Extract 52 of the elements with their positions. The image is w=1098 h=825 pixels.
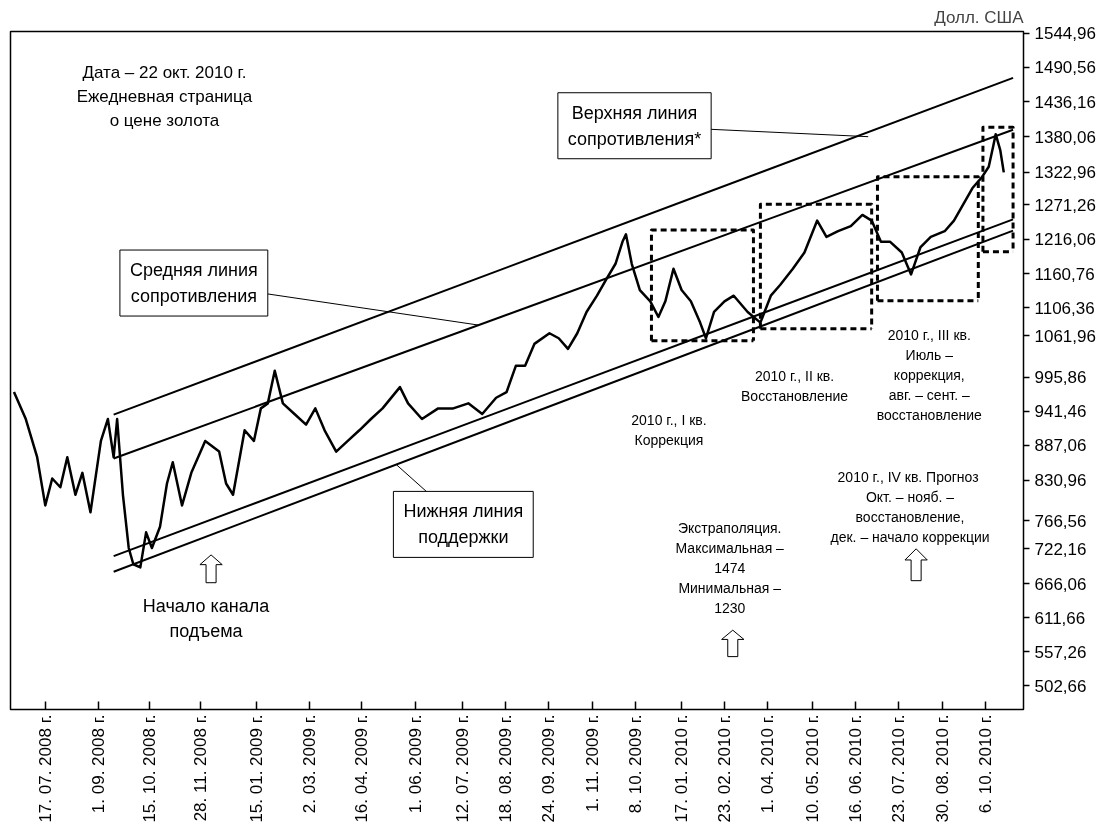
x-tick-label: 12. 07. 2009 г. [453,714,473,823]
annotation: 2010 г., III кв. Июль – коррекция, авг. – сент. – восстановление [876,327,983,424]
x-tick-label: 15. 10. 2008 г. [140,714,160,823]
annotation: Верхняя линия сопротивления* [567,102,702,149]
y-tick-label: 766,56 [1034,511,1087,531]
x-tick-label: 18. 08. 2009 г. [495,714,515,823]
y-tick-label: 1490,56 [1034,58,1096,78]
annotation: Нижняя линия поддержки [403,501,524,548]
annotation: 2010 г., II кв. Восстановление [741,368,849,405]
x-tick-label: 16. 06. 2010 г. [845,714,865,823]
y-tick-label: 557,26 [1034,642,1087,662]
x-tick-label: 17. 01. 2010 г. [672,714,692,823]
y-tick-label: 1160,76 [1034,264,1095,284]
y-tick-label: 1271,26 [1034,195,1096,215]
x-tick-label: 2. 03. 2009 г. [300,714,320,814]
y-tick-label: 941,46 [1034,402,1087,422]
y-tick-label: 830,96 [1034,471,1087,491]
y-tick-label: 1436,16 [1034,92,1096,112]
x-tick-label: 6. 10. 2010 г. [975,714,995,814]
y-tick-label: 1322,96 [1034,163,1096,183]
y-tick-label: 666,06 [1034,574,1087,594]
x-tick-label: 17. 07. 2008 г. [35,714,55,823]
annotation: 2010 г., I кв. Коррекция [631,411,707,448]
x-tick-label: 15. 01. 2009 г. [246,714,266,823]
annotation: Средняя линия сопротивления [129,260,258,307]
x-tick-label: 28. 11. 2008 г. [191,714,211,822]
annotation: Экстраполяция. Максимальная – 1474 Минимальная – 1230 [675,519,785,616]
y-tick-label: 1380,06 [1034,127,1096,147]
x-tick-label: 23. 07. 2010 г. [888,714,908,823]
annotation: Начало канала подъема [142,595,271,641]
x-tick-label: 30. 08. 2010 г. [932,714,952,823]
y-tick-label: 887,06 [1034,436,1087,456]
y-axis-title: Долл. США [934,7,1025,27]
x-tick-label: 1. 11. 2009 г. [582,714,602,812]
text: Дата – 22 окт. 2010 г. Ежедневная страница о цене золота [76,63,253,130]
y-tick-label: 1061,96 [1034,326,1096,346]
annotation: 2010 г., IV кв. Прогноз Окт. – нояб. – восстановление, дек. – начало коррекции [830,468,990,545]
x-tick-label: 1. 04. 2010 г. [757,714,777,814]
y-tick-label: 1216,06 [1034,230,1096,250]
y-tick-label: 1544,96 [1034,24,1096,44]
y-tick-label: 502,66 [1034,676,1087,696]
y-tick-label: 1106,36 [1034,298,1095,318]
x-tick-label: 10. 05. 2010 г. [803,714,823,823]
x-tick-label: 16. 04. 2009 г. [352,714,372,823]
y-tick-label: 995,86 [1034,368,1087,388]
x-tick-label: 1. 09. 2008 г. [89,714,109,814]
x-tick-label: 24. 09. 2009 г. [538,714,558,823]
x-tick-label: 23. 02. 2010 г. [714,714,734,823]
y-tick-label: 722,16 [1034,539,1087,559]
y-tick-label: 611,66 [1034,608,1086,628]
x-tick-label: 8. 10. 2009 г. [625,714,645,814]
x-tick-label: 1. 06. 2009 г. [405,714,425,814]
